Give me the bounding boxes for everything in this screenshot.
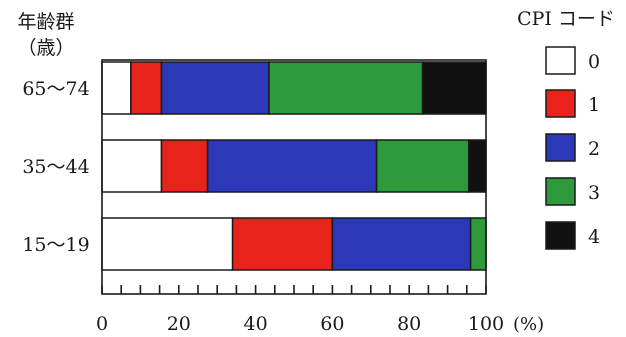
x-axis-ticks — [101, 285, 487, 294]
legend-swatch-cpi-2 — [545, 133, 576, 162]
bar-segment-2-cpi-2 — [206, 139, 378, 193]
bar-segment-2-cpi-4 — [467, 139, 487, 193]
x-tick-label-100: 100 — [468, 313, 504, 335]
category-label-1: 65～74 — [22, 78, 89, 100]
legend-title: CPI コード — [517, 8, 615, 30]
bar-segment-1-cpi-3 — [268, 61, 424, 115]
bar-segment-2-cpi-0 — [101, 139, 163, 193]
bar-segment-1-cpi-4 — [421, 61, 487, 115]
legend-swatch-cpi-4 — [545, 221, 576, 250]
x-axis-tick-labels: 0 20 40 60 80 100 — [96, 313, 504, 335]
category-label-3: 15～19 — [22, 234, 89, 256]
bar-segment-1-cpi-2 — [160, 61, 270, 115]
bar-segment-3-cpi-0 — [101, 217, 234, 271]
bar-segment-2-cpi-1 — [160, 139, 209, 193]
bar-segment-1-cpi-0 — [101, 61, 132, 115]
bar-segment-1-cpi-1 — [130, 61, 163, 115]
x-tick-label-20: 20 — [167, 313, 191, 335]
legend-label-cpi-0: 0 — [588, 51, 600, 73]
x-tick-label-0: 0 — [96, 313, 108, 335]
bar-segment-3-cpi-1 — [231, 217, 334, 271]
legend: 0 1 2 3 4 — [545, 46, 600, 250]
x-tick-label-80: 80 — [397, 313, 421, 335]
legend-label-cpi-2: 2 — [588, 138, 600, 160]
x-tick-label-60: 60 — [320, 313, 344, 335]
legend-label-cpi-3: 3 — [588, 182, 600, 204]
bar-segment-3-cpi-2 — [331, 217, 472, 271]
legend-label-cpi-4: 4 — [588, 226, 600, 248]
y-title-line1: 年齢群 — [17, 11, 74, 33]
x-tick-label-40: 40 — [244, 313, 268, 335]
x-unit-label: (%) — [513, 314, 544, 335]
legend-label-cpi-1: 1 — [588, 94, 600, 116]
y-title-line2: （歳） — [17, 37, 74, 59]
category-label-2: 35～44 — [22, 156, 89, 178]
legend-swatch-cpi-0 — [545, 46, 576, 75]
bar-segment-3-cpi-3 — [469, 217, 487, 271]
legend-swatch-cpi-3 — [545, 177, 576, 206]
bars-layer — [101, 61, 487, 271]
legend-swatch-cpi-1 — [545, 89, 576, 118]
bar-segment-2-cpi-3 — [375, 139, 470, 193]
